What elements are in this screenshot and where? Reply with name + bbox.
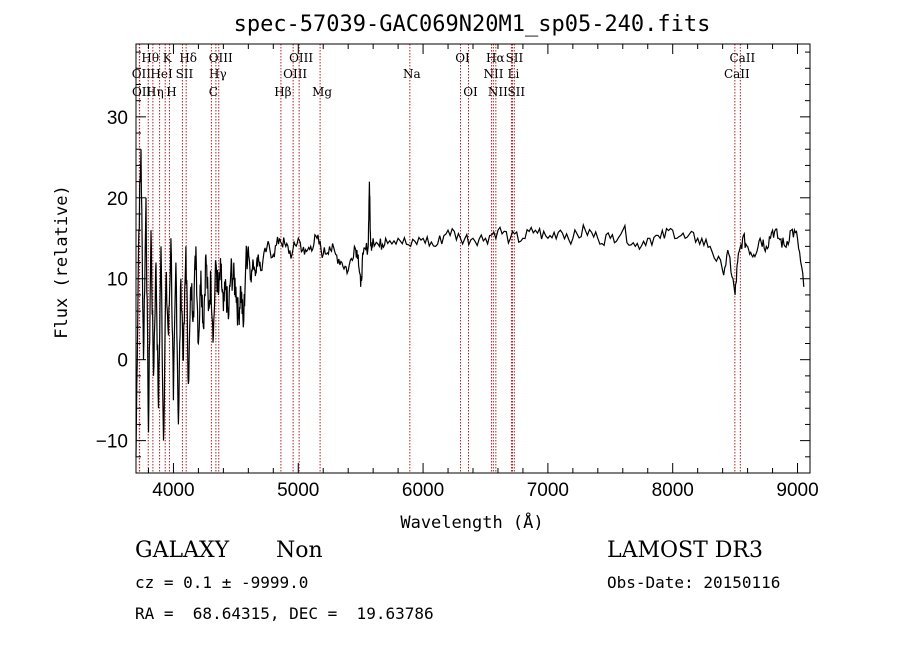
emission-line-label: OIII (289, 51, 313, 65)
x-tick-label: 8000 (652, 480, 694, 501)
y-tick-label: −10 (96, 432, 128, 453)
emission-line-label: Hβ (274, 85, 291, 99)
emission-line-label: OI (455, 51, 470, 65)
emission-line-label: OIII (209, 51, 233, 65)
emission-line-label: C (209, 85, 218, 99)
emission-line-label: OII (132, 85, 152, 99)
emission-line-label: Li (508, 67, 520, 81)
emission-line-label: K (163, 51, 173, 65)
emission-line-label: Hη (146, 85, 164, 99)
survey-name: LAMOST DR3 (607, 538, 763, 563)
emission-line-label: OIII (283, 67, 307, 81)
emission-line-label: Hα (486, 51, 505, 65)
y-tick-label: 0 (117, 351, 128, 372)
object-subclass: Non (276, 538, 323, 563)
emission-line-label: HeI (150, 67, 173, 81)
emission-line-label: NII (488, 85, 508, 99)
x-tick-label: 7000 (527, 480, 569, 501)
object-class: GALAXY (135, 538, 230, 563)
spectrum-series-line (135, 149, 805, 457)
y-axis-label: Flux (relative) (52, 185, 72, 339)
x-tick-label: 6000 (402, 480, 444, 501)
emission-line-label: Na (403, 67, 421, 81)
redshift-cz: cz = 0.1 ± -9999.0 (135, 573, 309, 592)
y-tick-label: 10 (107, 270, 128, 291)
plot-frame (135, 43, 811, 474)
emission-line-label: Hγ (209, 67, 227, 81)
y-tick-label: 30 (107, 108, 128, 129)
emission-line-layer: OII OII Hθ Hη HeI K H Hδ SII Hγ OIII C Hβ OIII OIII Mg N… (132, 44, 756, 473)
emission-line-label: SII (507, 85, 525, 99)
observation-date: Obs-Date: 20150116 (607, 573, 781, 592)
emission-line-label: CaII (729, 51, 755, 65)
emission-line-label: Hδ (179, 51, 197, 65)
emission-line-label: SII (506, 51, 524, 65)
axis-ticks: 4000 5000 6000 7000 8000 9000 −10 0 10 20 30 (96, 44, 819, 501)
emission-line-label: SII (176, 67, 194, 81)
x-tick-label: 5000 (277, 480, 319, 501)
emission-line-label: CaII (724, 67, 750, 81)
chart-title: spec-57039-GAC069N20M1_sp05-240.fits (234, 12, 711, 37)
emission-line-label: OI (463, 85, 478, 99)
y-tick-label: 20 (107, 189, 128, 210)
ra-dec: RA = 68.64315, DEC = 19.63786 (135, 604, 434, 623)
emission-line-label: Hθ (141, 51, 159, 65)
x-tick-label: 4000 (152, 480, 194, 501)
emission-line-label: OII (132, 67, 152, 81)
x-tick-label: 9000 (776, 480, 818, 501)
emission-line-label: H (166, 85, 176, 99)
x-axis-label: Wavelength (Å) (400, 511, 543, 533)
emission-line-label: Mg (312, 85, 332, 99)
